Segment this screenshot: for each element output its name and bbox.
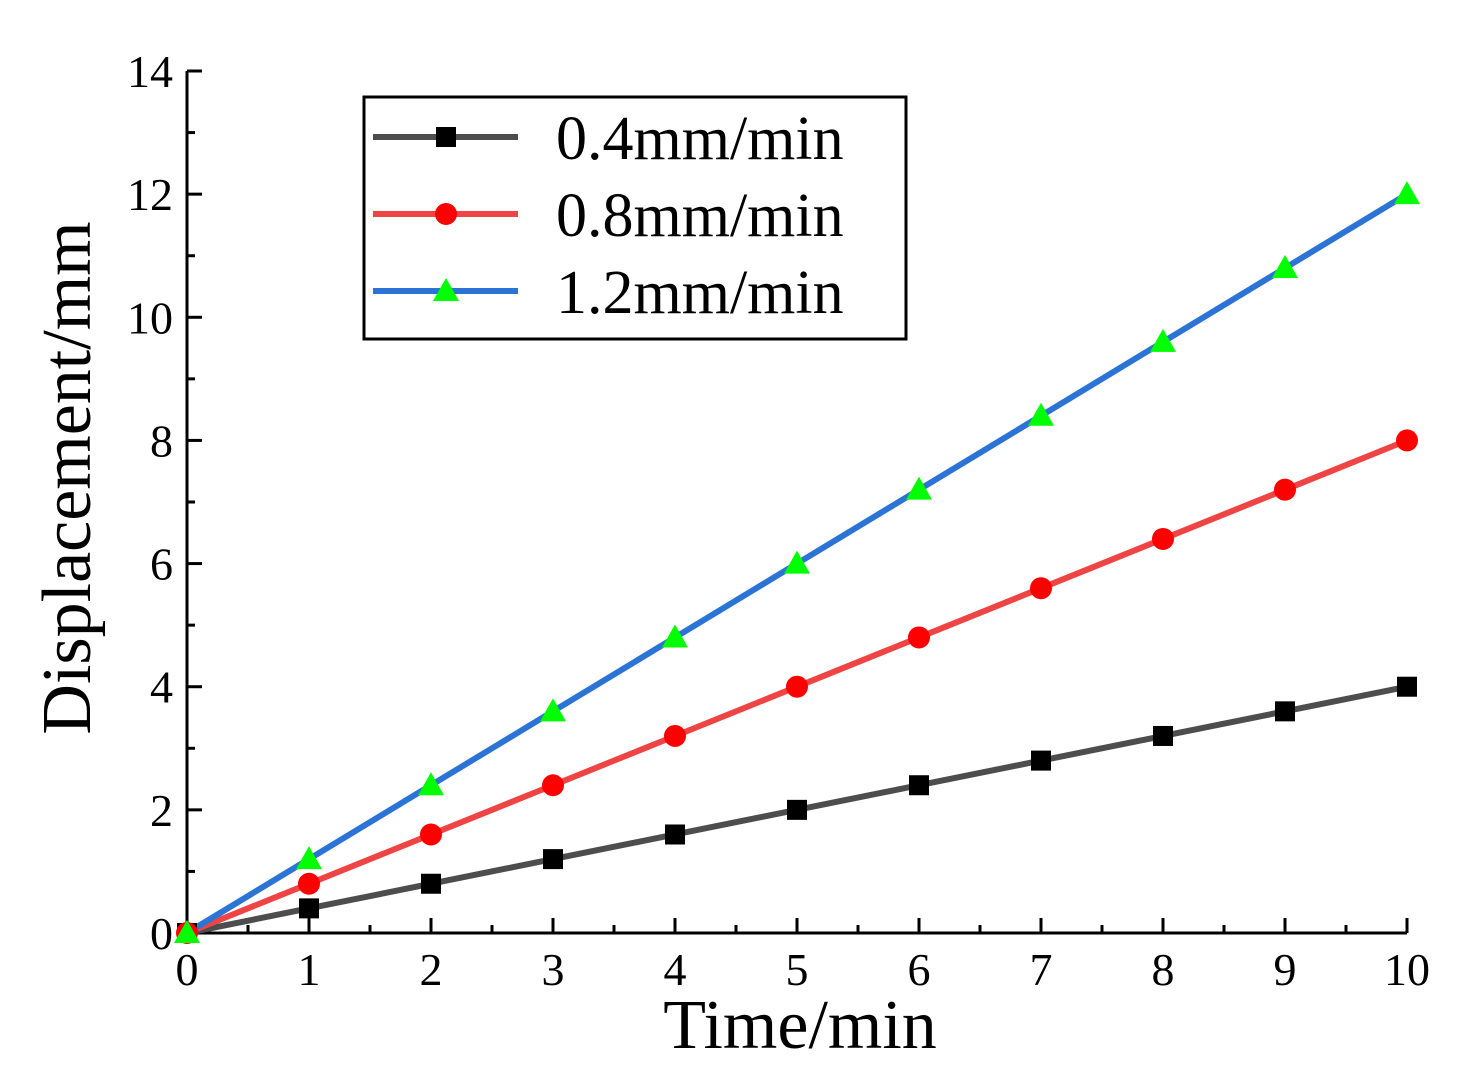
data-point-series-1 bbox=[665, 824, 685, 845]
x-tick-label: 4 bbox=[664, 944, 687, 995]
data-point-series-2 bbox=[908, 626, 930, 649]
legend-marker-2 bbox=[435, 203, 457, 225]
data-point-series-3 bbox=[1394, 181, 1420, 205]
data-point-series-3 bbox=[1150, 328, 1176, 352]
x-tick-label: 1 bbox=[298, 944, 321, 995]
data-point-series-3 bbox=[1028, 402, 1054, 426]
y-tick-label: 14 bbox=[127, 46, 173, 97]
x-tick-label: 6 bbox=[908, 944, 931, 995]
x-tick-label: 10 bbox=[1384, 944, 1430, 995]
data-point-series-1 bbox=[909, 775, 929, 796]
data-point-series-1 bbox=[543, 849, 563, 870]
y-tick-label: 4 bbox=[150, 662, 173, 713]
data-point-series-2 bbox=[1274, 478, 1296, 501]
data-point-series-1 bbox=[1031, 750, 1051, 771]
y-tick-label: 10 bbox=[127, 292, 173, 343]
data-point-series-1 bbox=[1397, 676, 1417, 697]
data-point-series-1 bbox=[299, 898, 319, 919]
x-tick-label: 9 bbox=[1274, 944, 1297, 995]
data-point-series-2 bbox=[420, 823, 442, 846]
y-axis-title: Displacement/mm bbox=[29, 221, 106, 734]
data-point-series-3 bbox=[662, 624, 688, 648]
data-point-series-3 bbox=[784, 550, 810, 574]
x-axis-title: Time/min bbox=[663, 987, 937, 1064]
data-point-series-2 bbox=[542, 774, 564, 797]
data-point-series-3 bbox=[906, 476, 932, 500]
legend: 0.4mm/min 0.8mm/min 1.2mm/min bbox=[362, 95, 908, 341]
data-point-series-1 bbox=[787, 799, 807, 820]
x-tick-label: 5 bbox=[786, 944, 809, 995]
legend-marker-3 bbox=[433, 278, 459, 301]
y-tick-label: 2 bbox=[150, 785, 173, 836]
data-point-series-3 bbox=[174, 920, 200, 943]
y-tick-label: 8 bbox=[150, 415, 173, 466]
x-tick-label: 3 bbox=[542, 944, 565, 995]
data-point-series-2 bbox=[1030, 577, 1052, 600]
x-tick-label: 0 bbox=[176, 944, 199, 995]
legend-label-3: 1.2mm/min bbox=[556, 259, 844, 327]
series-markers bbox=[174, 181, 1420, 944]
data-point-series-2 bbox=[786, 675, 808, 698]
data-point-series-2 bbox=[1396, 429, 1418, 452]
y-tick-label: 12 bbox=[127, 169, 173, 220]
x-tick-label: 2 bbox=[420, 944, 443, 995]
x-tick-label: 7 bbox=[1030, 944, 1053, 995]
data-point-series-1 bbox=[1153, 725, 1173, 746]
legend-marker-1 bbox=[436, 127, 456, 147]
data-point-series-1 bbox=[1275, 701, 1295, 722]
data-point-series-3 bbox=[1272, 255, 1298, 279]
data-point-series-3 bbox=[418, 772, 444, 796]
y-tick-label: 0 bbox=[150, 908, 173, 959]
legend-label-2: 0.8mm/min bbox=[556, 182, 844, 250]
y-tick-label: 6 bbox=[150, 539, 173, 590]
data-point-series-2 bbox=[1152, 527, 1174, 550]
legend-label-1: 0.4mm/min bbox=[556, 105, 844, 173]
data-point-series-3 bbox=[540, 698, 566, 722]
data-point-series-2 bbox=[664, 724, 686, 747]
x-tick-label: 8 bbox=[1152, 944, 1175, 995]
data-point-series-1 bbox=[421, 873, 441, 894]
data-point-series-2 bbox=[298, 872, 320, 895]
data-point-series-3 bbox=[296, 846, 322, 870]
